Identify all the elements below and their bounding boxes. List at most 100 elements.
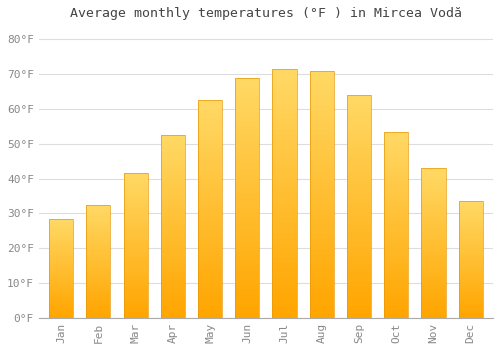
Bar [49, 276, 73, 278]
Bar [310, 204, 334, 209]
Bar [422, 267, 446, 270]
Bar [272, 109, 296, 114]
Bar [458, 232, 483, 234]
Bar [422, 297, 446, 300]
Bar [384, 247, 408, 251]
Bar [347, 184, 371, 189]
Bar [124, 179, 148, 182]
Bar [235, 131, 260, 135]
Bar [198, 283, 222, 287]
Bar [86, 211, 110, 214]
Bar [272, 273, 296, 278]
Bar [384, 195, 408, 199]
Bar [235, 193, 260, 198]
Bar [384, 173, 408, 176]
Bar [124, 234, 148, 237]
Bar [458, 236, 483, 239]
Bar [310, 100, 334, 105]
Bar [458, 306, 483, 309]
Bar [160, 135, 185, 318]
Bar [49, 232, 73, 234]
Bar [235, 126, 260, 131]
Bar [49, 300, 73, 302]
Bar [422, 192, 446, 195]
Bar [198, 296, 222, 301]
Bar [160, 267, 185, 271]
Bar [384, 225, 408, 229]
Bar [49, 240, 73, 243]
Bar [384, 254, 408, 258]
Bar [160, 274, 185, 278]
Bar [235, 265, 260, 270]
Bar [384, 299, 408, 303]
Bar [235, 256, 260, 260]
Bar [160, 197, 185, 201]
Bar [124, 292, 148, 295]
Bar [235, 313, 260, 318]
Bar [422, 300, 446, 303]
Bar [124, 202, 148, 205]
Bar [458, 264, 483, 267]
Bar [235, 121, 260, 126]
Bar [124, 315, 148, 318]
Bar [272, 168, 296, 174]
Bar [458, 220, 483, 222]
Bar [384, 266, 408, 270]
Bar [347, 287, 371, 291]
Bar [86, 284, 110, 286]
Bar [310, 71, 334, 76]
Bar [160, 303, 185, 307]
Bar [310, 209, 334, 214]
Bar [347, 95, 371, 99]
Bar [422, 189, 446, 192]
Bar [347, 153, 371, 158]
Bar [160, 245, 185, 248]
Bar [160, 230, 185, 234]
Bar [347, 95, 371, 318]
Bar [86, 205, 110, 207]
Bar [86, 234, 110, 236]
Bar [86, 271, 110, 273]
Bar [347, 144, 371, 148]
Bar [86, 316, 110, 318]
Bar [347, 238, 371, 242]
Bar [310, 278, 334, 283]
Bar [86, 236, 110, 239]
Bar [49, 270, 73, 272]
Bar [124, 263, 148, 266]
Bar [458, 260, 483, 262]
Bar [422, 312, 446, 315]
Bar [347, 233, 371, 238]
Bar [310, 268, 334, 273]
Bar [272, 213, 296, 218]
Bar [86, 261, 110, 264]
Bar [124, 303, 148, 306]
Bar [458, 215, 483, 218]
Bar [160, 271, 185, 274]
Bar [49, 250, 73, 252]
Bar [160, 168, 185, 172]
Bar [272, 174, 296, 178]
Bar [160, 248, 185, 252]
Bar [310, 85, 334, 90]
Bar [49, 237, 73, 238]
Bar [198, 231, 222, 235]
Bar [49, 292, 73, 294]
Bar [86, 273, 110, 275]
Bar [124, 219, 148, 223]
Bar [235, 97, 260, 102]
Bar [124, 278, 148, 280]
Bar [458, 253, 483, 255]
Bar [198, 287, 222, 292]
Bar [198, 178, 222, 183]
Bar [458, 302, 483, 304]
Bar [422, 168, 446, 318]
Bar [198, 209, 222, 214]
Bar [235, 111, 260, 116]
Bar [124, 237, 148, 240]
Bar [198, 144, 222, 148]
Bar [86, 300, 110, 302]
Bar [272, 268, 296, 273]
Bar [124, 196, 148, 200]
Bar [124, 217, 148, 219]
